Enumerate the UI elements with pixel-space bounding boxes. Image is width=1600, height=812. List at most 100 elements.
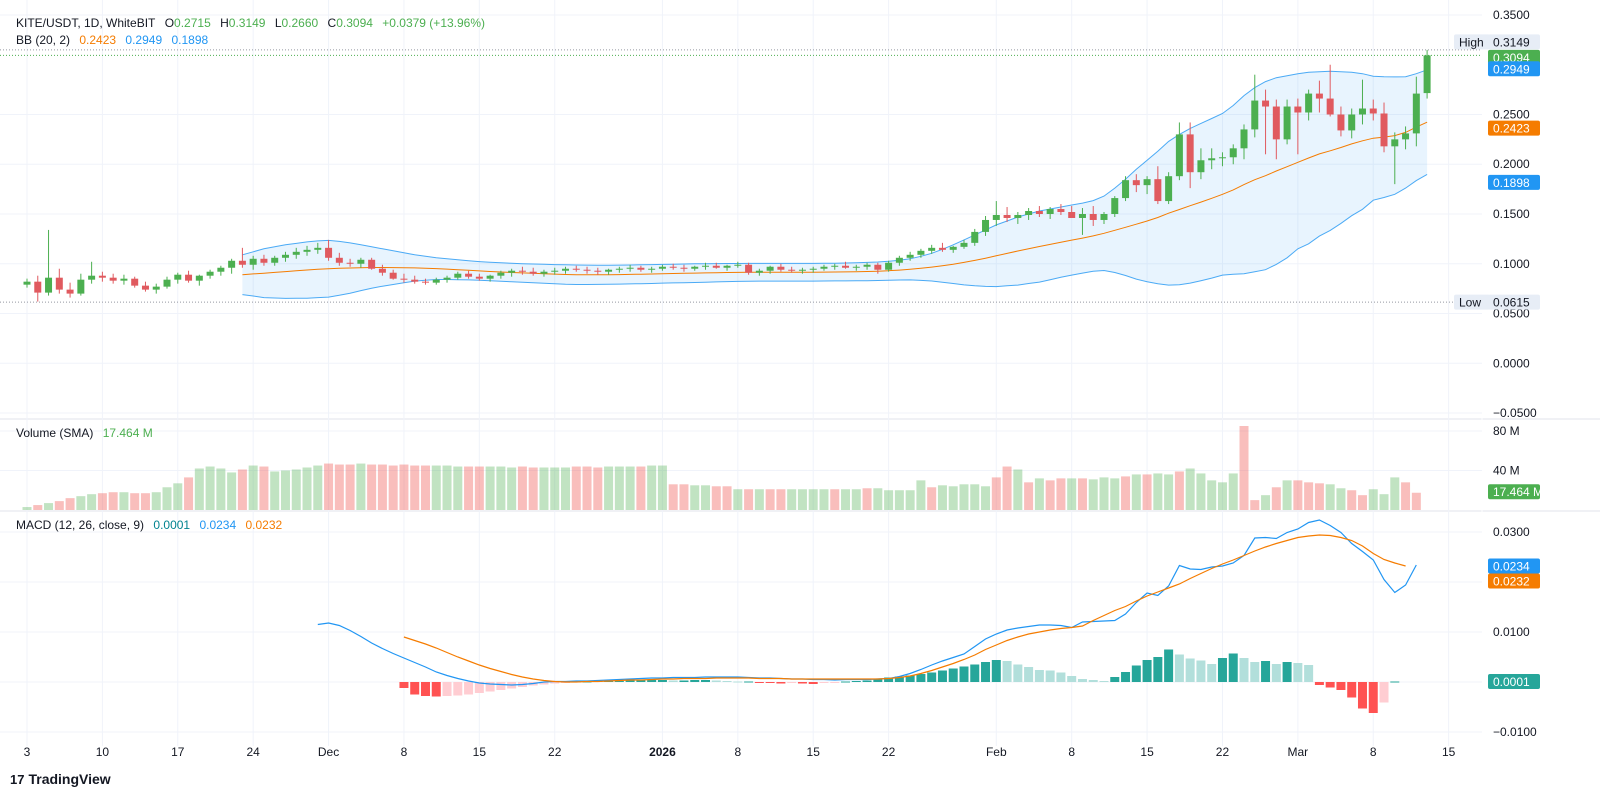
bb-basis-price-label-bg xyxy=(1488,120,1540,136)
candle-body xyxy=(120,278,128,281)
candle-body xyxy=(637,267,645,270)
candle-body xyxy=(508,270,516,273)
volume-axis-tick-label: 40 M xyxy=(1493,463,1520,477)
candle-body xyxy=(411,279,419,282)
macd-histogram-bar xyxy=(1217,658,1227,682)
candle-body xyxy=(594,270,602,272)
volume-bar xyxy=(582,466,592,510)
macd-histogram-bar xyxy=(1347,682,1357,698)
volume-bar xyxy=(119,492,129,510)
macd-axis-tick-label: 0.0100 xyxy=(1493,625,1530,639)
candle-body xyxy=(141,285,149,290)
candle-body xyxy=(723,265,731,268)
bb-upper-price-label-bg xyxy=(1488,61,1540,77)
bb-basis-price-label-text: 0.2423 xyxy=(1493,122,1530,136)
volume-bar xyxy=(1271,487,1281,510)
volume-bar xyxy=(313,465,323,510)
volume-bar xyxy=(1142,474,1152,510)
candle-body xyxy=(23,281,31,285)
macd-histogram-bar xyxy=(1304,665,1314,682)
volume-bar xyxy=(711,486,721,510)
volume-bar xyxy=(140,493,150,510)
candle-body xyxy=(271,257,279,263)
volume-bar xyxy=(44,503,54,510)
volume-bar xyxy=(733,489,743,510)
candle-body xyxy=(421,281,429,283)
macd-histogram-bar xyxy=(1196,660,1206,682)
volume-bar xyxy=(517,466,527,510)
candle-body xyxy=(842,265,850,268)
candle-body xyxy=(1175,134,1183,177)
candle-body xyxy=(314,247,322,250)
volume-bar xyxy=(1336,488,1346,510)
volume-bar xyxy=(744,489,754,510)
candle-body xyxy=(368,259,376,269)
volume-bar xyxy=(474,466,484,510)
candle-body xyxy=(486,275,494,279)
bollinger-bands xyxy=(0,49,1482,303)
candle-body xyxy=(260,258,268,263)
volume-bar xyxy=(302,467,312,510)
x-axis-tick-label: 2026 xyxy=(649,745,676,759)
volume-bar xyxy=(970,484,980,510)
axes: 3 10 17 24 Dec 8 15 22 2026 8 15 22 Feb 8 15 22 Mar 8 15 0.… xyxy=(24,8,1537,759)
macd-histogram-bar xyxy=(701,680,711,682)
candle-body xyxy=(357,259,365,264)
volume-bar xyxy=(356,463,366,510)
volume-bar xyxy=(851,489,861,510)
volume-bar xyxy=(410,465,420,510)
macd-histogram-bar xyxy=(830,682,840,683)
volume-value-label: 17.464 M xyxy=(1488,484,1543,500)
volume-legend-value: 17.464 M xyxy=(102,426,153,440)
candlesticks xyxy=(23,49,1431,302)
bb-lower-price-label-text: 0.1898 xyxy=(1493,176,1530,190)
volume-bar xyxy=(216,468,226,510)
last-price-label-bg xyxy=(1488,49,1540,65)
candle-body xyxy=(217,267,225,272)
candle-body xyxy=(1391,139,1399,147)
volume-bar xyxy=(937,485,947,510)
volume-bar xyxy=(894,490,904,510)
volume-bar xyxy=(776,489,786,510)
volume-bar xyxy=(905,490,915,510)
volume-bar xyxy=(162,487,172,510)
candle-body xyxy=(1132,180,1140,186)
volume-bar xyxy=(1088,479,1098,510)
macd-histogram-bar xyxy=(937,670,947,682)
volume-bar xyxy=(184,477,194,510)
candle-body xyxy=(378,268,386,273)
macd-histogram-bar xyxy=(1110,677,1120,682)
volume-bar xyxy=(1390,477,1400,510)
candle-body xyxy=(680,267,688,269)
volume-bar xyxy=(87,494,97,510)
volume-bar xyxy=(1401,482,1411,510)
volume-bar xyxy=(539,467,549,510)
macd-histogram-bar xyxy=(733,681,743,683)
volume-bar xyxy=(1110,478,1120,510)
volume-bar xyxy=(636,466,646,510)
macd-histogram-bar xyxy=(894,676,904,682)
symbol-title: KITE/USDT, 1D, WhiteBIT xyxy=(16,16,156,30)
histogram-value-label: 0.0001 xyxy=(1488,674,1540,689)
x-axis-tick-label: 8 xyxy=(401,745,408,759)
macd-histogram-bar xyxy=(1368,682,1378,713)
macd-line xyxy=(317,519,1417,686)
candle-body xyxy=(34,281,42,293)
macd-value-label: 0.0234 xyxy=(1488,558,1540,574)
candle-body xyxy=(1294,106,1302,113)
tradingview-logo-text: TradingView xyxy=(28,771,111,787)
candle-body xyxy=(454,273,462,278)
volume-bar xyxy=(647,465,657,510)
volume-bar xyxy=(173,483,183,510)
macd-histogram-bar xyxy=(1325,682,1335,688)
tradingview-logo[interactable]: 17 TradingView xyxy=(10,771,111,787)
volume-bar xyxy=(1304,482,1314,510)
macd-pane xyxy=(317,519,1417,713)
symbol-legend: KITE/USDT, 1D, WhiteBIT O0.2715 H0.3149 … xyxy=(16,16,491,30)
macd-histogram-bar xyxy=(1034,670,1044,682)
macd-histogram-bar xyxy=(959,666,969,682)
low-price-label-bg xyxy=(1488,294,1540,310)
volume-bar xyxy=(765,489,775,510)
volume-bar xyxy=(291,469,301,510)
